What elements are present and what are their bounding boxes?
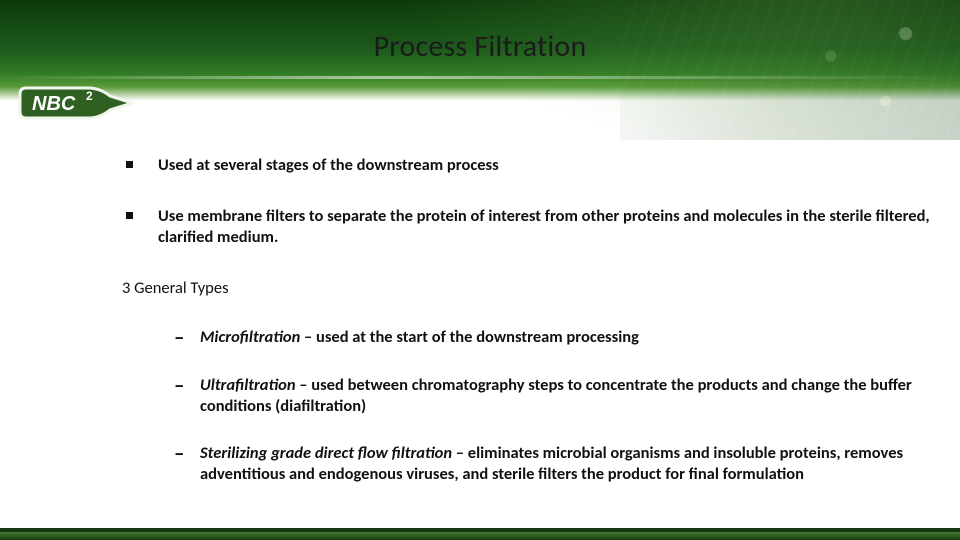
slide: Process Filtration NBC 2 Used at several… [0,0,960,540]
type-term-2: Ultrafiltration [200,375,296,395]
type-term-3: Sterilizing grade direct flow filtration [200,443,452,463]
type-ultrafiltration: Ultrafiltration – used between chromatog… [174,375,930,417]
bullet-2: Use membrane filters to separate the pro… [122,206,930,248]
slide-title: Process Filtration [0,28,960,65]
types-list: Microfiltration – used at the start of t… [174,327,930,485]
type-sterilizing: Sterilizing grade direct flow filtration… [174,443,930,485]
type-term-1: Microfiltration [200,327,300,347]
nbc2-logo: NBC 2 [18,78,136,128]
logo-text: NBC [32,93,76,115]
content-area: Used at several stages of the downstream… [122,155,930,511]
subhead-types: 3 General Types [122,278,930,299]
type-desc-1: – used at the start of the downstream pr… [300,327,639,347]
logo-svg: NBC 2 [18,78,136,128]
bullet-1: Used at several stages of the downstream… [122,155,930,176]
logo-sup: 2 [86,89,93,103]
header-band [0,0,960,140]
main-bullets: Used at several stages of the downstream… [122,155,930,248]
footer-band [0,528,960,540]
type-desc-2: – used between chromatography steps to c… [200,375,912,416]
type-microfiltration: Microfiltration – used at the start of t… [174,327,930,348]
